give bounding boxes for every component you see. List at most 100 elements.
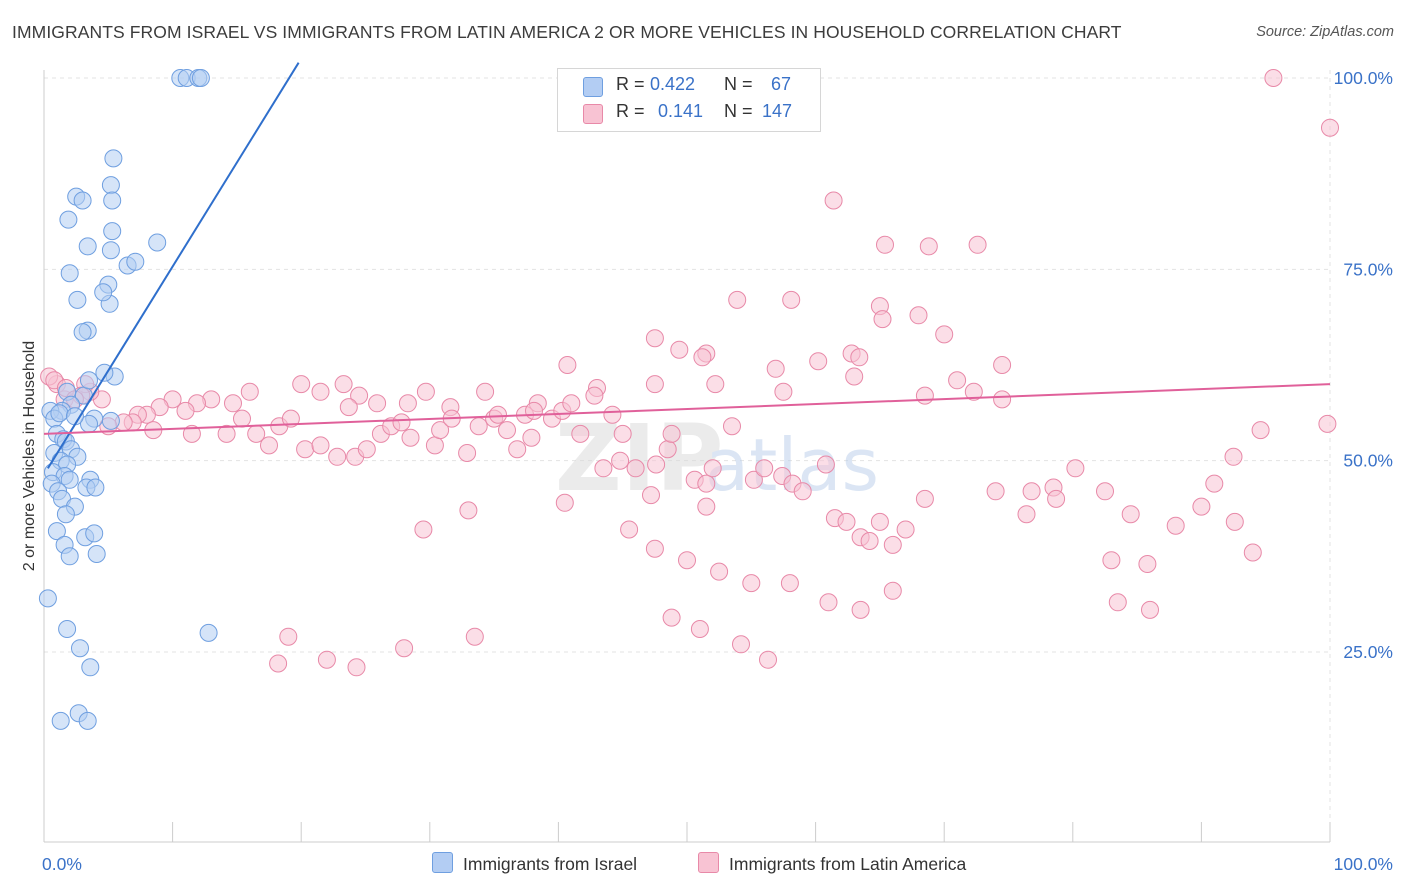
latin-point <box>1096 482 1114 501</box>
latin-point <box>1264 69 1283 87</box>
latin-point <box>782 290 801 309</box>
latin-point <box>555 493 574 512</box>
latin-point <box>744 470 763 489</box>
israel-point <box>101 411 120 430</box>
israel-point <box>80 371 98 390</box>
bottom-legend-swatch-latin <box>698 852 719 873</box>
latin-point <box>233 409 251 428</box>
latin-point <box>876 235 894 254</box>
latin-trend-line <box>43 383 1331 435</box>
y-tick-label: 25.0% <box>1343 642 1393 662</box>
legend-n-value-israel: 67 <box>771 74 792 94</box>
latin-point <box>1318 414 1337 433</box>
latin-point <box>611 451 630 470</box>
watermark-zip: ZIP <box>555 405 723 512</box>
latin-point <box>357 440 376 459</box>
israel-point <box>85 524 104 543</box>
latin-point <box>1225 512 1244 531</box>
latin-point <box>647 455 666 474</box>
israel-point <box>71 639 89 658</box>
latin-point <box>732 635 750 654</box>
latin-point <box>525 401 543 420</box>
israel-point <box>38 589 57 608</box>
legend-n-label: N = <box>724 101 753 121</box>
latin-point <box>1321 118 1339 137</box>
latin-point <box>896 520 915 539</box>
latin-point <box>585 386 604 405</box>
legend-r-label: R = <box>616 101 645 121</box>
latin-point <box>819 593 838 612</box>
latin-point <box>217 424 236 443</box>
axes <box>43 70 1331 843</box>
latin-point <box>1243 543 1262 562</box>
israel-point <box>60 470 79 489</box>
latin-point <box>603 405 622 424</box>
latin-point <box>182 424 201 443</box>
latin-point <box>425 436 444 455</box>
latin-point <box>645 539 664 558</box>
latin-point <box>645 329 664 348</box>
latin-point <box>915 489 934 508</box>
latin-point <box>347 658 366 677</box>
latin-point <box>915 386 934 405</box>
latin-point <box>469 417 488 436</box>
latin-point <box>626 459 645 478</box>
latin-point <box>281 409 300 428</box>
latin-point <box>759 650 777 669</box>
latin-point <box>368 394 387 413</box>
legend-row-latin: R = 0.141 N = 147 <box>558 101 820 127</box>
latin-point <box>498 421 516 440</box>
latin-point <box>279 627 298 646</box>
latin-point <box>662 424 681 443</box>
latin-point <box>1102 551 1121 570</box>
latin-point <box>909 306 928 325</box>
latin-point <box>703 459 722 478</box>
bottom-legend-label-israel: Immigrants from Israel <box>463 854 638 874</box>
latin-point <box>401 428 420 447</box>
latin-point <box>670 340 689 359</box>
israel-point <box>148 233 167 252</box>
legend-swatch-israel <box>583 77 603 97</box>
israel-point <box>199 623 218 642</box>
latin-point <box>392 413 411 432</box>
y-tick-label: 100.0% <box>1334 68 1393 88</box>
israel-point <box>47 522 66 541</box>
latin-point <box>870 512 889 531</box>
legend-row-israel: R = 0.422 N = 67 <box>558 74 820 100</box>
israel-point <box>58 620 77 638</box>
x-tick-label: 0.0% <box>42 854 82 874</box>
latin-point <box>269 654 288 673</box>
latin-point <box>964 382 983 401</box>
israel-point <box>191 69 210 87</box>
latin-point <box>260 436 278 455</box>
latin-point <box>742 574 761 593</box>
latin-point <box>824 191 843 210</box>
israel-point <box>101 241 120 260</box>
latin-point <box>558 356 577 374</box>
israel-point <box>104 149 123 168</box>
latin-point <box>594 459 613 478</box>
latin-point <box>1138 555 1157 573</box>
legend-r-label: R = <box>616 74 645 94</box>
latin-point <box>1192 497 1211 516</box>
israel-points <box>38 69 218 730</box>
source-credit: Source: ZipAtlas.com <box>1256 24 1394 40</box>
latin-point <box>620 520 639 539</box>
latin-point <box>780 574 799 593</box>
latin-point <box>328 447 347 466</box>
latin-point <box>816 455 835 474</box>
latin-point <box>176 401 195 420</box>
latin-point <box>489 405 507 424</box>
latin-point <box>1121 505 1140 524</box>
latin-point <box>395 639 414 658</box>
watermark: ZIP atlas <box>555 405 879 512</box>
latin-point <box>993 356 1012 374</box>
israel-point <box>81 658 100 677</box>
latin-point <box>508 440 527 459</box>
israel-point <box>60 547 79 566</box>
latin-point <box>414 520 433 539</box>
latin-point <box>693 348 712 367</box>
latin-point <box>1066 459 1085 478</box>
latin-point <box>334 375 353 394</box>
